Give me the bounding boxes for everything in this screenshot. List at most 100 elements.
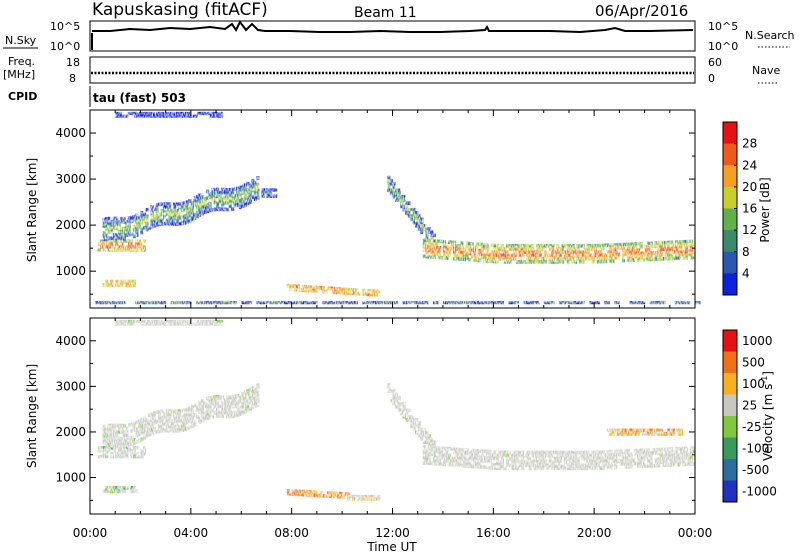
vel-band-b-cell (251, 395, 255, 400)
vel-band-b-cell (147, 433, 152, 437)
power-band-h-cell (134, 114, 142, 118)
vel-band-b-cell (117, 436, 121, 441)
vel-band-f-cell (657, 460, 661, 465)
power-band-b-cell (211, 207, 215, 212)
vel-band-f-cell (470, 464, 474, 469)
power-band-e-cell (420, 230, 424, 235)
vel-band-b-cell (221, 411, 225, 415)
power-band-b-cell (155, 222, 159, 227)
vel-band-b-cell (248, 400, 252, 405)
vel-band-f-cell (684, 452, 689, 457)
power-band-b-cell (205, 209, 210, 214)
vel-band-d2-cell (369, 497, 373, 501)
vel-band-b-cell (165, 425, 169, 430)
vel-band-b-cell (135, 440, 139, 444)
vel-band-d2-cell (357, 497, 361, 501)
vel-band-b-cell (213, 398, 217, 402)
power-band-b-cell (163, 215, 167, 219)
vel-band-f-cell (647, 461, 651, 465)
power-band-b-cell (238, 195, 242, 200)
power-band-b-cell (221, 197, 225, 202)
power-band-b-cell (173, 218, 177, 223)
power-band-f-cell (533, 260, 537, 264)
vel-band-f-cell (445, 456, 449, 460)
power-band-d-cell (374, 289, 378, 294)
power-band-g-cell (271, 188, 275, 192)
power-band-f-cell (437, 252, 441, 257)
power-band-e-cell (417, 220, 421, 225)
power-band-f-cell (430, 251, 434, 256)
vel-band-h-cell (178, 319, 186, 323)
vel-band-f-cell (584, 453, 588, 458)
vel-band-f-cell (687, 452, 691, 457)
vel-band-f-cell (574, 453, 578, 458)
power-band-e-cell (415, 214, 419, 218)
vel-band-b-cell (241, 408, 245, 412)
power-band-f-cell (548, 256, 552, 261)
vel-band-g-cell (657, 428, 661, 433)
power-band-f-cell (657, 257, 661, 261)
power-band-d-cell (352, 291, 356, 296)
vel-band-e-cell (405, 418, 409, 422)
power-band-i-cell (579, 301, 585, 305)
power-band-f-cell (687, 252, 691, 257)
vel-band-f-cell (566, 457, 570, 461)
vel-band-b-cell (122, 440, 126, 444)
power-band-f-cell (611, 249, 615, 254)
vel-band-a-cell (100, 449, 104, 453)
power-band-f-cell (445, 256, 449, 260)
vel-band-e-cell (395, 405, 399, 409)
vel-band-b-cell (112, 439, 116, 444)
power-band-b-cell (256, 182, 260, 187)
vel-band-f-cell (463, 460, 467, 465)
vel-band-b-cell (218, 394, 222, 399)
power-band-f-cell (442, 239, 447, 244)
vel-band-f-cell (669, 459, 673, 464)
power-band-f-cell (485, 243, 489, 247)
power-band-b-cell (198, 203, 202, 207)
power-band-f-cell (505, 253, 510, 258)
power-band-b-cell (188, 218, 192, 223)
power-band-a-cell (110, 248, 114, 252)
vel-band-a-cell (97, 454, 101, 459)
power-band-b-cell (150, 224, 154, 229)
power-band-f-cell (513, 250, 517, 255)
vel-band-b-cell (193, 403, 197, 408)
power-band-d-cell (314, 285, 318, 290)
power-band-f-cell (687, 249, 691, 254)
power-band-e-cell (427, 230, 431, 235)
power-band-b-cell (125, 226, 129, 231)
vel-band-b-cell (198, 420, 202, 424)
power-band-f-cell (591, 247, 595, 251)
velocity-ytick-label-2: 3000 (55, 379, 86, 393)
power-band-f-cell (558, 247, 562, 251)
vel-band-a-cell (112, 446, 116, 450)
power-band-i-cell (95, 301, 101, 305)
vel-band-f-cell (637, 451, 641, 456)
vel-band-f-cell (563, 453, 568, 458)
power-band-g-cell (266, 188, 270, 192)
vel-band-f-cell (505, 460, 510, 464)
vel-band-b-cell (137, 438, 142, 443)
power-band-f-cell (523, 260, 527, 264)
power-band-f-cell (523, 250, 527, 255)
power-band-g-cell (263, 191, 268, 195)
vel-band-f-cell (427, 445, 431, 450)
vel-band-d-cell (337, 494, 341, 499)
vel-band-b-cell (105, 440, 109, 444)
vel-band-b-cell (173, 419, 177, 423)
vel-band-f-cell (576, 460, 580, 464)
power-band-a-cell (110, 242, 114, 246)
vel-band-f-cell (490, 456, 494, 461)
vel-band-h-cell (203, 319, 211, 323)
vel-band-f-cell (478, 465, 482, 469)
vel-band-d2-cell (362, 494, 366, 498)
vel-band-f-cell (500, 453, 505, 458)
power-band-e-cell (397, 188, 401, 193)
power-band-b-cell (175, 218, 179, 223)
vel-band-f-cell (521, 463, 525, 467)
power-band-b-cell (253, 190, 257, 195)
vel-band-b-cell (125, 436, 129, 441)
power-band-b-cell (173, 222, 177, 226)
